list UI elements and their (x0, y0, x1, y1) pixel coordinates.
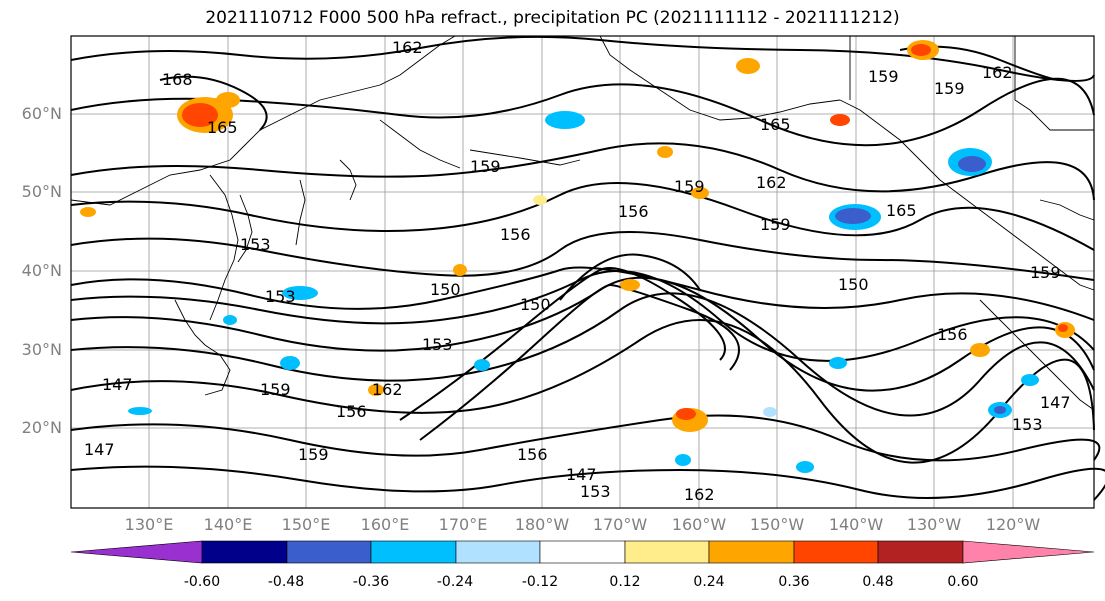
lon-label: 170°E (438, 515, 488, 534)
contour-label: 153 (265, 287, 296, 306)
contour-label: 153 (422, 335, 453, 354)
colorbar-segment (962, 540, 1095, 564)
lon-label: 170°W (592, 515, 648, 534)
colorbar-tick-label: -0.12 (521, 574, 559, 590)
colorbar-segment (539, 540, 626, 564)
colorbar-tick-label: 0.12 (609, 574, 641, 590)
contour-label: 147 (102, 375, 133, 394)
contour-label: 165 (207, 118, 238, 137)
contour-label: 156 (336, 402, 367, 421)
contour-label: 153 (240, 235, 271, 254)
lon-label: 130°W (906, 515, 962, 534)
contour-label: 150 (430, 280, 461, 299)
lat-label: 50°N (21, 182, 62, 201)
contour-label: 165 (760, 115, 791, 134)
colorbar-tick-label: 0.36 (778, 574, 810, 590)
contour-label: 159 (1030, 263, 1061, 282)
colorbar-tick-label: 0.60 (947, 574, 979, 590)
contour-label: 162 (756, 173, 787, 192)
contour-label: 162 (684, 485, 715, 504)
colorbar-segment (70, 540, 203, 564)
colorbar-tick-label: 0.24 (693, 574, 725, 590)
lat-label: 40°N (21, 261, 62, 280)
contour-label: 159 (470, 157, 501, 176)
refractivity-contours (70, 35, 1105, 501)
colorbar-segment (370, 540, 457, 564)
contour-label: 153 (1012, 415, 1043, 434)
lon-label: 130°E (124, 515, 174, 534)
colorbar-tick-label: -0.36 (352, 574, 390, 590)
contour-label: 159 (260, 380, 291, 399)
contour-label-group: 162 168 165 159 162 159 165 159 162 156 … (84, 38, 1071, 504)
contour-label: 156 (517, 445, 548, 464)
lon-label: 180°W (514, 515, 570, 534)
colorbar-tick-label: -0.60 (183, 574, 221, 590)
map-title: 2021110712 F000 500 hPa refract., precip… (205, 8, 900, 28)
contour-label: 159 (868, 67, 899, 86)
lon-label: 150°E (281, 515, 331, 534)
colorbar (70, 540, 1095, 564)
contour-label: 150 (520, 295, 551, 314)
contour-label: 162 (982, 63, 1013, 82)
lon-label: 120°W (985, 515, 1041, 534)
colorbar-segment (793, 540, 879, 564)
contour-label: 159 (674, 177, 705, 196)
colorbar-segment (286, 540, 372, 564)
contour-label: 165 (886, 201, 917, 220)
map-frame (70, 35, 1095, 509)
contour-label: 156 (618, 202, 649, 221)
colorbar-segments (70, 540, 1095, 564)
map-background (71, 36, 1094, 508)
lon-label: 160°E (360, 515, 410, 534)
contour-label: 159 (298, 445, 329, 464)
contour-label: 147 (84, 440, 115, 459)
colorbar-segment (624, 540, 710, 564)
colorbar-tick-label: 0.48 (862, 574, 894, 590)
lat-label: 30°N (21, 340, 62, 359)
colorbar-segment (708, 540, 795, 564)
colorbar-segment (201, 540, 288, 564)
precip-positive (80, 40, 1075, 432)
contour-label: 147 (566, 465, 597, 484)
colorbar-tick-label: -0.24 (436, 574, 474, 590)
lon-label: 150°W (749, 515, 805, 534)
contour-label: 156 (937, 325, 968, 344)
contour-label: 168 (162, 70, 193, 89)
lon-label: 140°W (828, 515, 884, 534)
contour-label: 153 (580, 482, 611, 501)
contour-label: 162 (392, 38, 423, 57)
lon-label: 160°W (671, 515, 727, 534)
contour-label: 159 (934, 79, 965, 98)
lon-label: 140°E (203, 515, 253, 534)
contour-label: 159 (760, 215, 791, 234)
contour-label: 150 (838, 275, 869, 294)
lat-label: 20°N (21, 418, 62, 437)
contour-label: 162 (372, 380, 403, 399)
contour-label: 147 (1040, 393, 1071, 412)
lat-label: 60°N (21, 104, 62, 123)
colorbar-tick-label: -0.48 (267, 574, 305, 590)
colorbar-segment (877, 540, 964, 564)
coastlines (70, 35, 1095, 411)
contour-label: 156 (500, 225, 531, 244)
precip-negative (128, 111, 1039, 473)
colorbar-segment (455, 540, 541, 564)
